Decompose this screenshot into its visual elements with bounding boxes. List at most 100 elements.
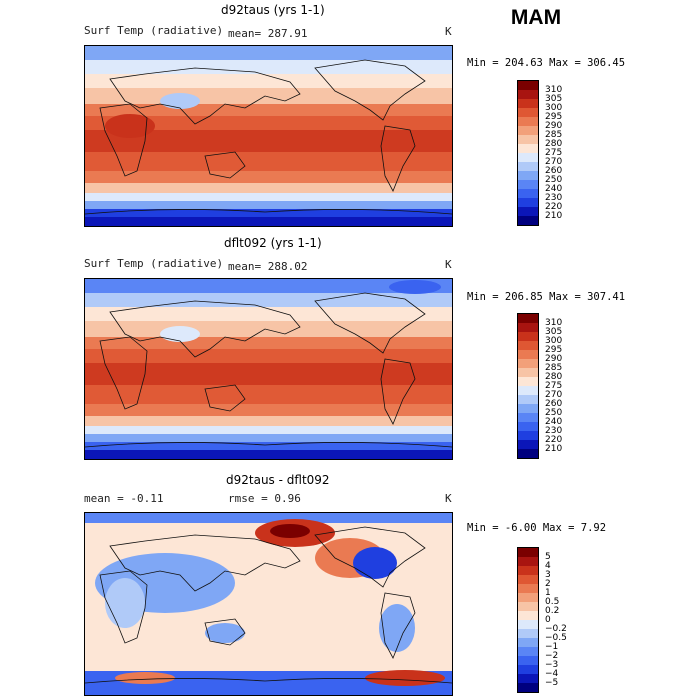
panel3-colorbar-tick-label: −0.5 — [545, 632, 567, 643]
panel1-polar-band — [85, 217, 452, 226]
panel2-colorbar-swatch — [518, 323, 538, 332]
panel2-antarctic-band — [85, 442, 452, 450]
panel2-colorbar-swatch — [518, 404, 538, 413]
panel2-eurasia-outline — [109, 300, 301, 358]
panel3-colorbar-swatch — [518, 674, 538, 683]
panel1-map — [84, 45, 453, 227]
panel1-colorbar-tick-label: 230 — [545, 192, 563, 203]
panel1-colorbar-swatch — [518, 216, 538, 225]
panel1-colorbar-swatch — [518, 153, 538, 162]
panel1-north-america-outline — [314, 59, 426, 121]
panel3-sa-cold-area — [379, 604, 415, 652]
panel2-colorbar-tick-label: 290 — [545, 353, 563, 364]
panel2-south-mid-band — [85, 426, 452, 434]
panel3-colorbar-tick-label: −2 — [545, 650, 559, 661]
panel1-colorbar-tick-label: 280 — [545, 138, 563, 149]
panel1-colorbar-tick-label: 220 — [545, 201, 563, 212]
panel3-mean: mean = -0.11 — [84, 492, 164, 505]
panel2-colorbar — [517, 313, 539, 459]
panel2-colorbar-tick-label: 250 — [545, 407, 563, 418]
panel1-australia-outline — [204, 151, 246, 179]
panel1-north-temperate-band — [85, 88, 452, 104]
panel3-colorbar-tick-label: 0.5 — [545, 596, 560, 607]
panel2-polar-band — [85, 450, 452, 459]
panel3-colorbar-swatch — [518, 611, 538, 620]
panel1-colorbar-swatch — [518, 198, 538, 207]
panel3-colorbar-swatch — [518, 566, 538, 575]
panel3-colorbar-swatch — [518, 647, 538, 656]
panel2-colorbar-swatch — [518, 431, 538, 440]
panel1-colorbar-swatch — [518, 162, 538, 171]
panel3-min-max: Min = -6.00 Max = 7.92 — [467, 522, 607, 534]
panel2-colorbar-tick-label: 270 — [545, 389, 563, 400]
panel3-colorbar-swatch — [518, 557, 538, 566]
panel1-colorbar-swatch — [518, 135, 538, 144]
panel2-colorbar-tick-label: 260 — [545, 398, 563, 409]
panel1-variable: Surf Temp (radiative) — [84, 24, 224, 37]
panel1-colorbar — [517, 80, 539, 226]
panel3-colorbar-swatch — [518, 593, 538, 602]
panel2-equator-band — [85, 363, 452, 385]
panel2-australia-outline — [204, 384, 246, 412]
panel2-colorbar-swatch — [518, 314, 538, 323]
panel3-arctic-band — [85, 513, 452, 523]
panel2-colorbar-tick-label: 285 — [545, 362, 563, 373]
panel1-units: K — [445, 25, 452, 38]
panel1-colorbar-swatch — [518, 180, 538, 189]
panel1-colorbar-swatch — [518, 81, 538, 90]
panel2-colorbar-swatch — [518, 395, 538, 404]
panel1-africa-outline — [99, 103, 148, 177]
panel2-subantarctic-band — [85, 434, 452, 442]
panel2-south-temperate-band — [85, 416, 452, 426]
panel3-colorbar-tick-label: −1 — [545, 641, 559, 652]
panel3-colorbar-swatch — [518, 656, 538, 665]
panel3-colorbar-tick-label: 2 — [545, 578, 551, 589]
panel3-north-america-outline — [314, 526, 426, 588]
panel2-variable: Surf Temp (radiative) — [84, 257, 224, 270]
panel2-south-subtropic-band — [85, 404, 452, 416]
panel2-colorbar-swatch — [518, 368, 538, 377]
panel1-africa-warm-spot — [105, 114, 155, 138]
panel1-colorbar-tick-label: 295 — [545, 111, 563, 122]
panel1-mean: mean= 287.91 — [228, 27, 308, 40]
panel3-colorbar-tick-label: −4 — [545, 668, 559, 679]
panel1-equator-band — [85, 130, 452, 152]
panel1-title: d92taus (yrs 1-1) — [221, 3, 325, 17]
panel3-south-warm-area — [365, 670, 445, 686]
panel1-colorbar-tick-label: 310 — [545, 84, 563, 95]
panel2-colorbar-swatch — [518, 413, 538, 422]
panel3-colorbar-tick-label: 5 — [545, 551, 551, 562]
panel1-colorbar-tick-label: 285 — [545, 129, 563, 140]
panel1-south-mid-band — [85, 193, 452, 201]
panel1-colorbar-tick-label: 305 — [545, 93, 563, 104]
panel1-colorbar-swatch — [518, 99, 538, 108]
panel1-colorbar-tick-label: 300 — [545, 102, 563, 113]
panel2-africa-outline — [99, 336, 148, 410]
panel1-tibet-cold-spot — [160, 93, 200, 109]
panel1-subarctic-band — [85, 60, 452, 74]
panel3-map — [84, 512, 453, 696]
panel2-colorbar-tick-label: 295 — [545, 344, 563, 355]
panel1-subantarctic-band — [85, 201, 452, 209]
panel1-colorbar-swatch — [518, 117, 538, 126]
panel1-colorbar-swatch — [518, 171, 538, 180]
panel2-colorbar-tick-label: 230 — [545, 425, 563, 436]
panel2-colorbar-tick-label: 305 — [545, 326, 563, 337]
panel3-colorbar-tick-label: 0.2 — [545, 605, 560, 616]
panel2-subarctic-band — [85, 293, 452, 307]
panel2-colorbar-tick-label: 310 — [545, 317, 563, 328]
panel1-antarctic-band — [85, 209, 452, 217]
panel3-colorbar-tick-label: 0 — [545, 614, 551, 625]
panel1-coastlines — [85, 59, 452, 215]
panel2-north-temperate-band — [85, 321, 452, 337]
panel2-antarctica-outline — [85, 442, 452, 448]
panel2-title: dflt092 (yrs 1-1) — [224, 236, 322, 250]
panel3-colorbar-tick-label: 3 — [545, 569, 551, 580]
panel3-eurasia-outline — [109, 534, 301, 592]
panel2-colorbar-tick-label: 240 — [545, 416, 563, 427]
panel2-mean: mean= 288.02 — [228, 260, 308, 273]
panel3-colorbar-tick-label: −0.2 — [545, 623, 567, 634]
panel3-colorbar-swatch — [518, 665, 538, 674]
panel3-colorbar-swatch — [518, 575, 538, 584]
